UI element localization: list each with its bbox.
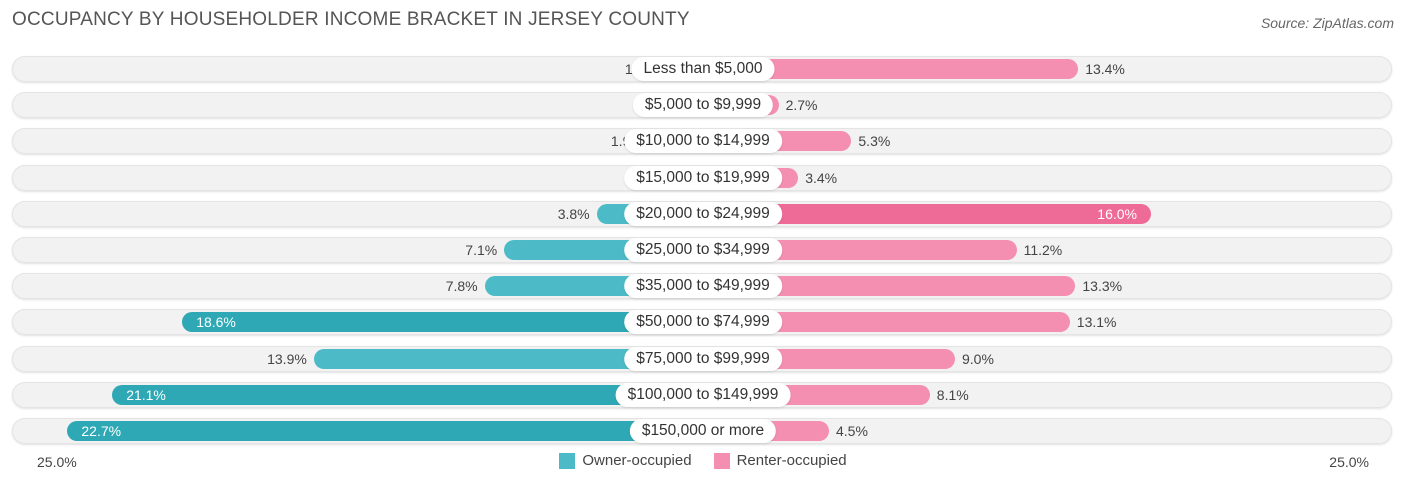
legend-swatch-owner (559, 452, 576, 469)
bar-owner (313, 349, 703, 369)
value-label-renter: 2.7% (785, 97, 818, 113)
value-label-renter: 16.0% (1097, 206, 1137, 222)
value-label-renter: 8.1% (936, 387, 969, 403)
legend: Owner-occupied Renter-occupied (0, 452, 1406, 469)
value-label-renter: 13.1% (1076, 314, 1117, 330)
category-label: $150,000 or more (629, 419, 777, 443)
legend-label-owner: Owner-occupied (582, 452, 692, 469)
value-label-renter: 5.3% (858, 133, 891, 149)
category-label: $100,000 to $149,999 (615, 383, 791, 407)
legend-swatch-renter (713, 452, 730, 469)
value-label-renter: 11.2% (1023, 242, 1063, 258)
chart-title: OCCUPANCY BY HOUSEHOLDER INCOME BRACKET … (12, 9, 690, 30)
category-label: $50,000 to $74,999 (624, 310, 782, 334)
value-label-renter: 9.0% (962, 351, 994, 367)
category-label: $25,000 to $34,999 (624, 238, 782, 262)
legend-item-renter: Renter-occupied (713, 452, 847, 469)
value-label-renter: 13.3% (1082, 278, 1123, 294)
axis-label-left: 25.0% (37, 454, 77, 470)
value-label-owner: 21.1% (126, 387, 166, 403)
value-label-owner: 7.1% (465, 242, 498, 258)
value-label-owner: 13.9% (267, 351, 307, 367)
bar-owner (112, 385, 703, 405)
category-label: $20,000 to $24,999 (624, 202, 782, 226)
value-label-owner: 7.8% (445, 278, 478, 294)
source-note: Source: ZipAtlas.com (1260, 15, 1394, 31)
bar-renter (703, 312, 1070, 332)
category-label: $10,000 to $14,999 (624, 129, 782, 153)
legend-item-owner: Owner-occupied (559, 452, 692, 469)
bar-renter (703, 59, 1079, 79)
value-label-renter: 4.5% (836, 423, 868, 439)
value-label-renter: 3.4% (805, 170, 838, 186)
category-label: $15,000 to $19,999 (624, 166, 782, 190)
value-label-owner: 3.8% (557, 206, 590, 222)
category-label: $5,000 to $9,999 (632, 93, 774, 117)
bar-owner (67, 421, 703, 441)
bar-renter (703, 204, 1151, 224)
category-label: $35,000 to $49,999 (624, 274, 782, 298)
bar-owner (182, 312, 703, 332)
bar-renter (703, 276, 1076, 296)
value-label-renter: 13.4% (1085, 61, 1125, 77)
value-label-owner: 22.7% (81, 423, 122, 439)
value-label-owner: 18.6% (196, 314, 236, 330)
legend-label-renter: Renter-occupied (736, 452, 847, 469)
axis-label-right: 25.0% (1329, 454, 1369, 470)
category-label: $75,000 to $99,999 (624, 347, 782, 371)
category-label: Less than $5,000 (631, 57, 775, 81)
